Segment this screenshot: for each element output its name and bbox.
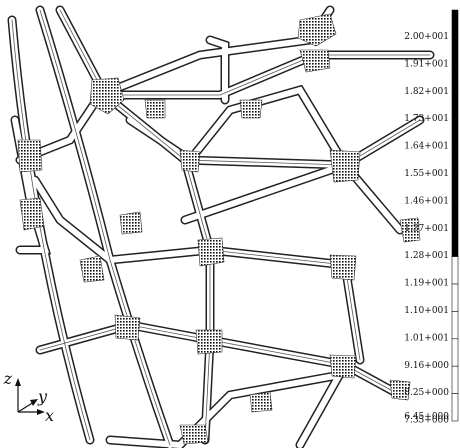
legend-band-2 xyxy=(451,64,459,93)
legend-label-11: 1.01+001 xyxy=(404,333,449,343)
coordinate-triad: z y x xyxy=(3,369,54,425)
legend-label-9: 1.19+001 xyxy=(404,279,449,289)
legend-band-3 xyxy=(451,91,459,120)
y-axis-arrowhead xyxy=(30,399,38,406)
legend-label-12: 9.16+000 xyxy=(404,361,449,371)
legend-label-14: 7.35+000 xyxy=(404,416,449,426)
legend-label-2: 1.82+001 xyxy=(404,87,449,97)
y-axis-label: y xyxy=(37,387,48,406)
contour-legend: 2.00+001 1.91+001 1.82+001 1.73+001 1.64+001… xyxy=(404,9,459,426)
legend-band-5 xyxy=(451,146,459,175)
x-axis-label: x xyxy=(45,406,54,425)
legend-band-0 xyxy=(451,9,459,38)
legend-band-6 xyxy=(451,174,459,203)
legend-label-3: 1.73+001 xyxy=(404,114,449,124)
legend-label-0: 2.00+001 xyxy=(404,32,449,42)
legend-label-10: 1.10+001 xyxy=(404,306,449,316)
legend-label-1: 1.91+001 xyxy=(404,59,449,69)
legend-band-10 xyxy=(451,283,459,312)
legend-label-15: 6.45+000 xyxy=(404,412,449,422)
legend-band-4 xyxy=(451,119,459,148)
legend-band-8 xyxy=(451,228,459,257)
legend-band-11 xyxy=(451,311,459,340)
x-axis-arrowhead xyxy=(37,409,45,415)
legend-labels: 2.00+001 1.91+001 1.82+001 1.73+001 1.64+001… xyxy=(404,32,449,426)
legend-band-12 xyxy=(451,338,459,367)
legend-label-6: 1.46+001 xyxy=(404,196,449,206)
z-axis-arrowhead xyxy=(15,378,21,386)
z-axis-label: z xyxy=(3,369,13,388)
lattice-structure xyxy=(7,5,435,448)
legend-band-13 xyxy=(451,365,459,394)
legend-band-7 xyxy=(451,201,459,230)
legend-label-4: 1.64+001 xyxy=(404,142,449,152)
legend-band-14 xyxy=(451,393,459,422)
legend-band-1 xyxy=(451,37,459,66)
legend-label-7: 1.37+001 xyxy=(404,224,449,234)
legend-band-9 xyxy=(451,256,459,285)
y-axis-arrow xyxy=(17,401,35,413)
legend-label-5: 1.55+001 xyxy=(404,169,449,179)
legend-label-8: 1.28+001 xyxy=(404,251,449,261)
legend-color-bars xyxy=(451,9,459,422)
legend-label-13: 8.25+000 xyxy=(404,388,449,398)
